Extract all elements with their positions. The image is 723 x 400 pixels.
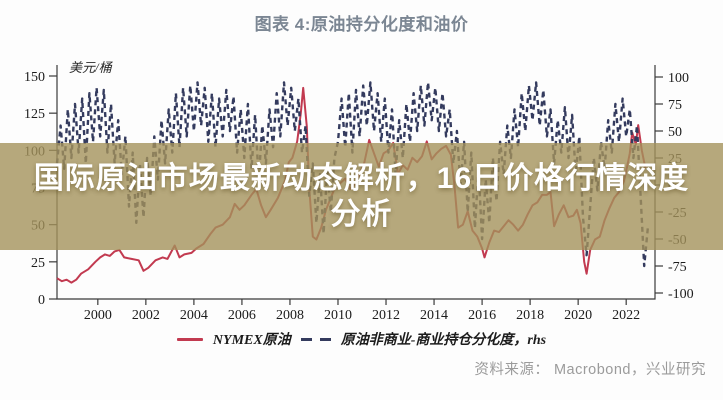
svg-text:2012: 2012: [372, 308, 400, 323]
svg-text:-75: -75: [668, 260, 687, 275]
svg-text:2020: 2020: [564, 308, 592, 323]
svg-text:2006: 2006: [228, 308, 256, 323]
svg-text:25: 25: [31, 256, 45, 271]
svg-text:150: 150: [24, 70, 45, 85]
svg-text:2002: 2002: [132, 308, 160, 323]
figure-title: 图表 4:原油持分化度和油价: [254, 15, 469, 34]
svg-text:0: 0: [38, 293, 45, 308]
source-note: 资料来源： Macrobond，兴业研究: [474, 362, 706, 378]
chart-legend: NYMEX原油 原油非商业-商业持仓分化度，rhs: [0, 329, 723, 349]
svg-text:2000: 2000: [84, 308, 112, 323]
svg-text:75: 75: [668, 98, 682, 113]
svg-text:2016: 2016: [468, 308, 496, 323]
headline-banner: 国际原油市场最新动态解析，16日价格行情深度 分析: [0, 143, 723, 250]
legend-swatch-nymex-line: [176, 337, 203, 341]
svg-text:美元/桶: 美元/桶: [69, 60, 114, 75]
legend-swatch-differentiation-line: [300, 337, 331, 341]
svg-text:2022: 2022: [612, 308, 640, 323]
headline-line-2: 分析: [330, 197, 393, 231]
headline-line-1: 国际原油市场最新动态解析，16日价格行情深度: [33, 161, 690, 195]
svg-text:2008: 2008: [276, 308, 304, 323]
svg-text:-100: -100: [668, 287, 694, 302]
legend-label-nymex: NYMEX原油: [212, 333, 291, 348]
svg-text:2014: 2014: [420, 308, 448, 323]
svg-text:100: 100: [668, 71, 689, 86]
legend-label-differentiation: 原油非商业-商业持仓分化度，rhs: [340, 333, 547, 348]
svg-text:50: 50: [668, 125, 682, 140]
svg-text:125: 125: [24, 107, 45, 122]
svg-text:2004: 2004: [180, 308, 208, 323]
svg-text:2018: 2018: [516, 308, 544, 323]
svg-text:2010: 2010: [324, 308, 352, 323]
